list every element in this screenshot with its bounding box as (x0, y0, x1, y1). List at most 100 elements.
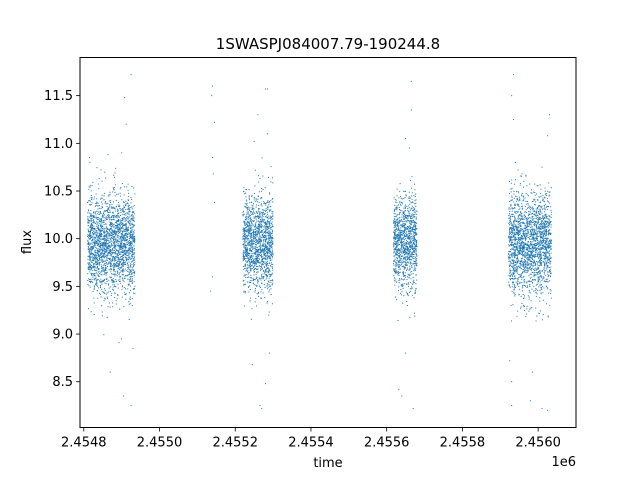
data-point (272, 182, 274, 184)
data-point (412, 276, 414, 278)
data-point (118, 238, 120, 240)
data-point (263, 271, 265, 273)
data-point (123, 238, 125, 240)
data-point (114, 225, 116, 227)
data-point (89, 235, 91, 237)
data-point (402, 237, 404, 239)
data-point (398, 214, 400, 216)
data-point (124, 237, 126, 239)
data-point (401, 238, 403, 240)
data-point (255, 261, 257, 263)
data-point (410, 223, 412, 225)
data-point (121, 208, 123, 210)
data-point (253, 192, 255, 194)
data-point (258, 246, 260, 248)
data-point (411, 226, 413, 228)
data-point (252, 246, 254, 248)
data-point (408, 214, 410, 216)
data-point (245, 250, 247, 252)
data-point (87, 221, 89, 223)
data-point (268, 236, 270, 238)
data-point (116, 250, 118, 252)
data-point (124, 245, 126, 247)
data-point (129, 281, 131, 283)
data-point (108, 235, 110, 237)
data-point (406, 239, 408, 241)
data-point (416, 257, 418, 259)
data-point (117, 233, 119, 235)
data-point (127, 203, 129, 205)
data-point (94, 211, 96, 213)
data-point (411, 207, 413, 209)
data-point (96, 272, 98, 274)
data-point (105, 217, 107, 219)
data-point (414, 292, 416, 294)
data-point (101, 261, 103, 263)
data-point (118, 253, 120, 255)
data-point (115, 244, 117, 246)
data-point (100, 254, 102, 256)
data-point (265, 252, 267, 254)
data-point (120, 228, 122, 230)
data-point (257, 249, 259, 251)
data-point (107, 254, 109, 256)
data-point (250, 245, 252, 247)
data-point (415, 242, 417, 244)
data-point (260, 190, 262, 192)
data-point (90, 261, 92, 263)
data-point (406, 252, 408, 254)
data-point (524, 261, 526, 263)
data-point (251, 213, 253, 215)
data-point (269, 225, 271, 227)
data-point (90, 236, 92, 238)
data-point (399, 271, 401, 273)
data-point (124, 276, 126, 278)
data-point (263, 266, 265, 268)
data-point (120, 259, 122, 261)
data-point (114, 292, 116, 294)
data-point (90, 233, 92, 235)
data-point (114, 251, 116, 253)
data-point (528, 255, 530, 257)
data-point (99, 234, 101, 236)
data-point (109, 191, 111, 193)
data-point (114, 236, 116, 238)
data-point (266, 285, 268, 287)
data-point (415, 228, 417, 230)
data-point (408, 294, 410, 296)
data-point (261, 267, 263, 269)
data-point (407, 267, 409, 269)
data-point (258, 252, 260, 254)
data-point (414, 208, 416, 210)
data-point (248, 241, 250, 243)
data-point (95, 216, 97, 218)
data-point (408, 257, 410, 259)
data-point (271, 284, 273, 286)
data-point (106, 316, 108, 318)
data-point (97, 250, 99, 252)
data-point (269, 289, 271, 291)
data-point (256, 256, 258, 258)
data-point (245, 206, 247, 208)
data-point (248, 252, 250, 254)
data-point (98, 254, 100, 256)
data-point (411, 287, 413, 289)
data-point (549, 274, 551, 276)
data-point (403, 217, 405, 219)
data-point (100, 239, 102, 241)
data-point (91, 246, 92, 248)
data-point (91, 219, 93, 221)
data-point (113, 280, 115, 282)
data-point (106, 217, 108, 219)
data-point (100, 256, 102, 258)
data-point (101, 267, 103, 269)
data-point (109, 262, 111, 264)
data-point (406, 259, 408, 261)
data-point (395, 215, 397, 217)
data-point (121, 263, 123, 265)
data-point (117, 229, 119, 231)
data-point (133, 240, 135, 242)
data-point (255, 224, 257, 226)
data-point (253, 271, 255, 273)
chart-title: 1SWASPJ084007.79-190244.8 (216, 35, 440, 53)
